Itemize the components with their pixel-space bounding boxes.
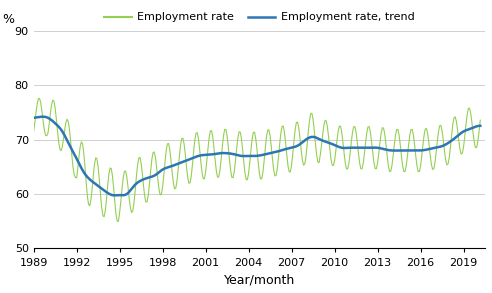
- Text: %: %: [2, 13, 14, 26]
- Legend: Employment rate, Employment rate, trend: Employment rate, Employment rate, trend: [99, 8, 419, 27]
- X-axis label: Year/month: Year/month: [224, 273, 295, 286]
